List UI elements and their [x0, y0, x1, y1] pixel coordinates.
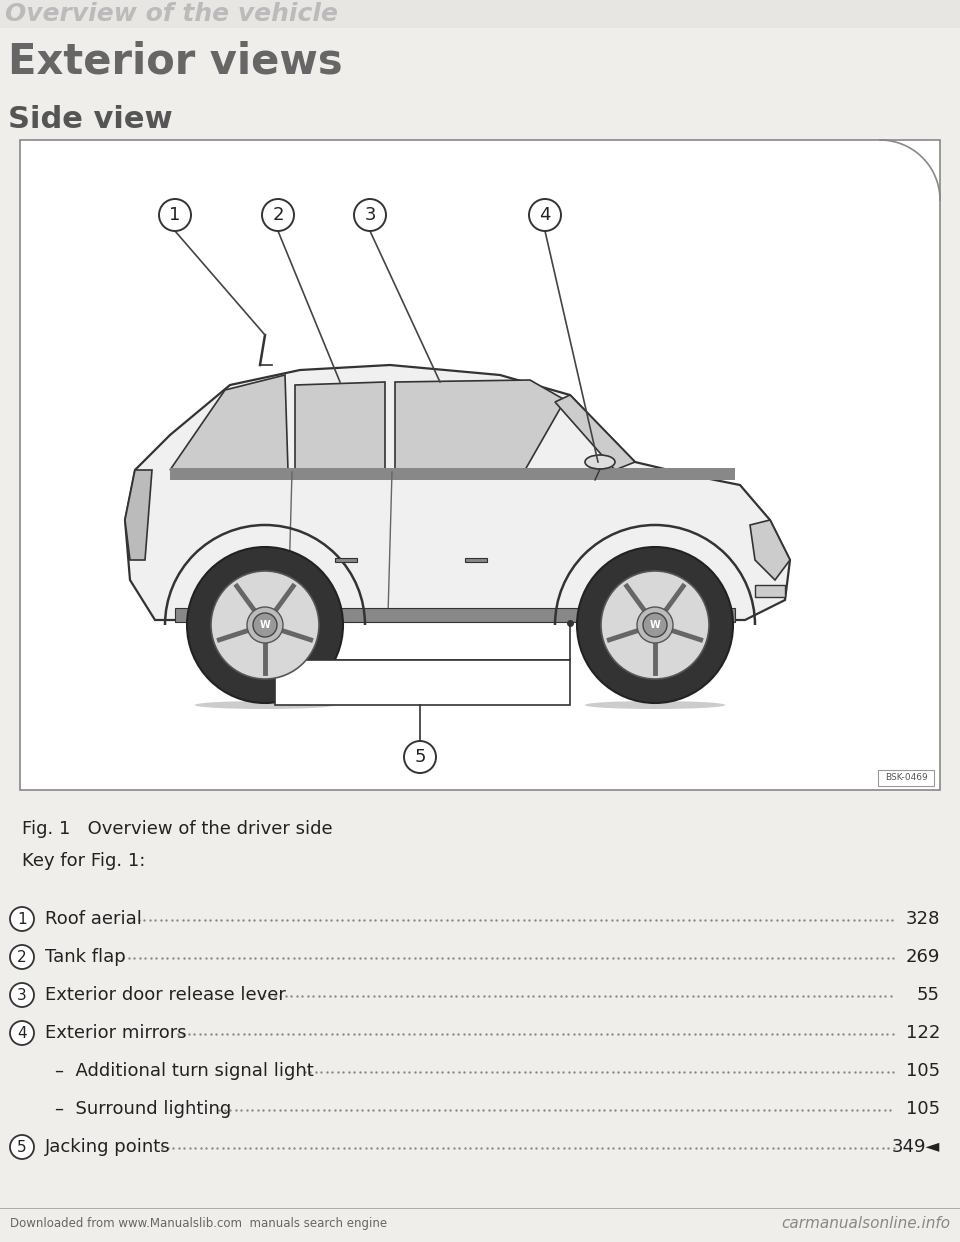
Polygon shape	[295, 383, 385, 469]
Text: Tank flap: Tank flap	[45, 948, 126, 966]
Circle shape	[211, 571, 319, 679]
Text: 5: 5	[415, 748, 425, 766]
Bar	[0, 0, 960, 29]
Text: W: W	[650, 620, 660, 630]
Text: Jacking points: Jacking points	[45, 1138, 171, 1156]
Text: 5: 5	[17, 1139, 27, 1155]
Text: –  Additional turn signal light: – Additional turn signal light	[55, 1062, 314, 1081]
Circle shape	[637, 607, 673, 643]
Text: Roof aerial: Roof aerial	[45, 910, 142, 928]
Text: 4: 4	[17, 1026, 27, 1041]
Circle shape	[10, 907, 34, 932]
Circle shape	[643, 614, 667, 637]
Text: Side view: Side view	[8, 106, 173, 134]
Text: 105: 105	[906, 1100, 940, 1118]
Circle shape	[159, 199, 191, 231]
Text: 3: 3	[364, 206, 375, 224]
Text: Exterior mirrors: Exterior mirrors	[45, 1023, 186, 1042]
Text: 2: 2	[273, 206, 284, 224]
Text: Key for Fig. 1:: Key for Fig. 1:	[22, 852, 145, 869]
Polygon shape	[170, 375, 288, 469]
Polygon shape	[395, 380, 565, 469]
Text: 105: 105	[906, 1062, 940, 1081]
Text: 1: 1	[17, 912, 27, 927]
Text: 3: 3	[17, 987, 27, 1002]
Circle shape	[247, 607, 283, 643]
Text: Exterior views: Exterior views	[8, 41, 343, 83]
Text: 269: 269	[905, 948, 940, 966]
Circle shape	[10, 982, 34, 1007]
FancyArrow shape	[465, 558, 487, 561]
FancyArrow shape	[335, 558, 357, 561]
Polygon shape	[125, 469, 152, 560]
Polygon shape	[750, 520, 790, 580]
Text: 55: 55	[917, 986, 940, 1004]
Bar	[878, 770, 934, 786]
Text: 2: 2	[17, 949, 27, 965]
Circle shape	[529, 199, 561, 231]
Bar	[175, 609, 735, 622]
Ellipse shape	[585, 700, 725, 709]
Text: 122: 122	[905, 1023, 940, 1042]
Text: 1: 1	[169, 206, 180, 224]
Bar	[755, 585, 785, 597]
Polygon shape	[125, 365, 790, 620]
Circle shape	[404, 741, 436, 773]
Circle shape	[10, 945, 34, 969]
Circle shape	[262, 199, 294, 231]
Bar	[20, 140, 940, 790]
Circle shape	[10, 1135, 34, 1159]
Circle shape	[187, 546, 343, 703]
Circle shape	[354, 199, 386, 231]
Text: Overview of the vehicle: Overview of the vehicle	[5, 2, 338, 26]
Polygon shape	[555, 395, 635, 469]
Text: –  Surround lighting: – Surround lighting	[55, 1100, 231, 1118]
Circle shape	[253, 614, 277, 637]
Circle shape	[10, 1021, 34, 1045]
Ellipse shape	[195, 700, 335, 709]
Text: 328: 328	[905, 910, 940, 928]
Text: BSK-0469: BSK-0469	[884, 774, 927, 782]
Ellipse shape	[585, 455, 615, 469]
Circle shape	[577, 546, 733, 703]
Text: Fig. 1   Overview of the driver side: Fig. 1 Overview of the driver side	[22, 820, 332, 838]
Text: Exterior door release lever: Exterior door release lever	[45, 986, 286, 1004]
Text: 4: 4	[540, 206, 551, 224]
Bar	[275, 660, 570, 705]
Text: 349◄: 349◄	[892, 1138, 940, 1156]
Bar	[170, 468, 735, 479]
Text: Downloaded from www.Manualslib.com  manuals search engine: Downloaded from www.Manualslib.com manua…	[10, 1217, 387, 1231]
Circle shape	[601, 571, 709, 679]
Text: carmanualsonline.info: carmanualsonline.info	[780, 1216, 950, 1232]
Text: W: W	[259, 620, 271, 630]
